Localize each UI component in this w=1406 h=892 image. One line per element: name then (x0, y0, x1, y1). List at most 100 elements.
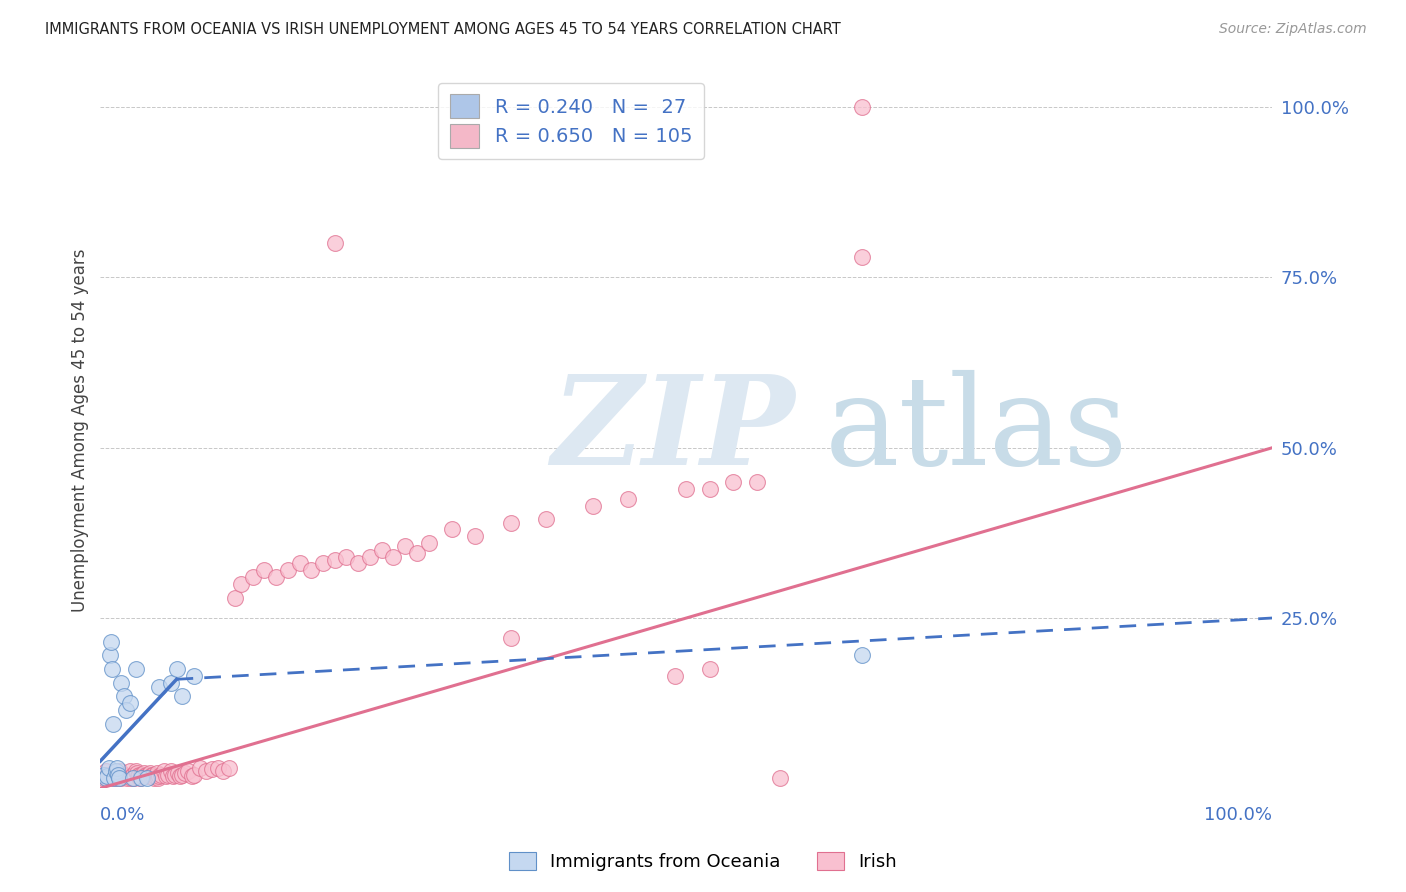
Point (135, 767, 157, 781)
Point (97, 761, 120, 775)
Point (138, 767, 160, 781)
Point (159, 764, 181, 779)
Point (145, 769, 167, 783)
Point (104, 764, 127, 779)
Point (165, 767, 187, 781)
Point (127, 769, 149, 783)
Point (582, 499, 605, 513)
Point (277, 563, 299, 577)
Point (194, 764, 217, 779)
Point (141, 767, 163, 781)
Legend: R = 0.240   N =  27, R = 0.650   N = 105: R = 0.240 N = 27, R = 0.650 N = 105 (439, 83, 704, 160)
Point (152, 764, 174, 779)
Point (108, 767, 131, 781)
Point (675, 482, 697, 496)
Point (312, 557, 335, 571)
Point (114, 767, 136, 781)
Point (125, 766, 148, 780)
Point (100, 771, 122, 785)
Point (110, 764, 132, 779)
Point (723, 475, 745, 489)
Point (104, 771, 127, 785)
Point (769, 771, 792, 785)
Point (105, 767, 128, 781)
Point (97, 769, 120, 783)
Point (699, 482, 721, 496)
Point (405, 546, 427, 560)
Point (370, 542, 392, 557)
Text: atlas: atlas (825, 370, 1128, 491)
Point (699, 662, 721, 676)
Point (139, 769, 162, 783)
Point (115, 703, 138, 717)
Point (117, 771, 139, 785)
Point (166, 662, 188, 676)
Point (143, 771, 166, 785)
Point (166, 766, 188, 780)
Point (664, 669, 686, 683)
Point (183, 767, 205, 781)
Point (347, 557, 370, 571)
Point (499, 632, 522, 646)
Text: 100.0%: 100.0% (1205, 806, 1272, 824)
Point (131, 767, 153, 781)
Point (107, 769, 129, 783)
Point (131, 769, 153, 783)
Point (440, 523, 463, 537)
Point (107, 767, 129, 781)
Point (132, 766, 155, 780)
Point (159, 675, 181, 690)
Point (212, 764, 235, 779)
Point (177, 764, 200, 779)
Point (851, 250, 873, 264)
Text: 0.0%: 0.0% (100, 806, 146, 824)
Point (323, 553, 346, 567)
Point (323, 236, 346, 251)
Point (148, 681, 170, 695)
Point (136, 771, 159, 785)
Point (617, 491, 640, 506)
Point (128, 767, 150, 781)
Point (146, 771, 169, 785)
Point (138, 766, 160, 780)
Point (534, 512, 557, 526)
Point (224, 591, 246, 605)
Point (122, 767, 145, 781)
Point (183, 669, 205, 683)
Point (112, 769, 135, 783)
Point (122, 771, 145, 785)
Point (129, 771, 152, 785)
Point (851, 100, 873, 114)
Point (172, 767, 194, 781)
Point (121, 769, 143, 783)
Point (105, 761, 128, 775)
Point (157, 767, 180, 781)
Point (112, 690, 135, 704)
Point (124, 662, 146, 676)
Point (115, 769, 138, 783)
Point (218, 761, 240, 775)
Point (96, 771, 118, 785)
Point (169, 769, 191, 783)
Text: Source: ZipAtlas.com: Source: ZipAtlas.com (1219, 22, 1367, 37)
Point (134, 769, 156, 783)
Point (229, 577, 252, 591)
Point (142, 767, 165, 781)
Point (207, 761, 229, 775)
Point (110, 675, 132, 690)
Point (118, 696, 141, 710)
Point (464, 529, 486, 543)
Point (103, 716, 125, 731)
Point (145, 766, 167, 780)
Point (101, 767, 124, 781)
Point (173, 766, 195, 780)
Point (131, 771, 153, 785)
Point (103, 766, 125, 780)
Point (124, 771, 146, 785)
Point (101, 662, 124, 676)
Point (96, 769, 118, 783)
Point (253, 563, 276, 577)
Point (103, 771, 125, 785)
Point (90, 769, 112, 783)
Point (155, 769, 177, 783)
